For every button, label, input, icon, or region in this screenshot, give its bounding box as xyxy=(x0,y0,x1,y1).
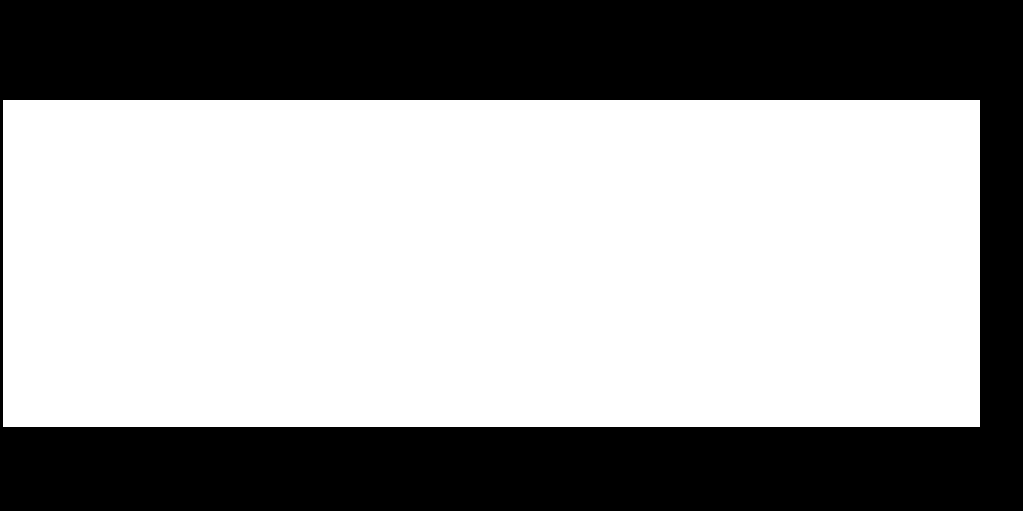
y-axis-title xyxy=(11,95,37,455)
plot-background xyxy=(3,100,980,427)
